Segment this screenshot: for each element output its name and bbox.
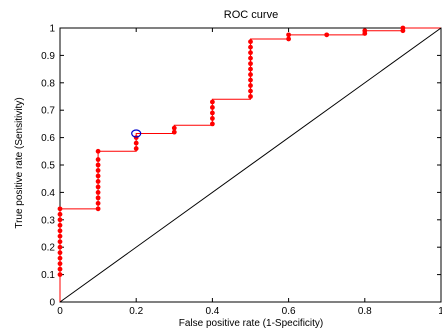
y-tick-label: 0.2: [41, 243, 55, 254]
y-tick-label: 0.1: [41, 270, 55, 281]
roc-point: [58, 239, 63, 244]
roc-point: [210, 105, 215, 110]
roc-point: [58, 223, 63, 228]
roc-point: [96, 185, 101, 190]
roc-point: [58, 261, 63, 266]
roc-point: [58, 228, 63, 233]
y-tick-label: 1: [49, 24, 55, 35]
roc-point: [58, 206, 63, 211]
roc-point: [248, 89, 253, 94]
y-tick-label: 0: [49, 298, 55, 309]
roc-point: [248, 39, 253, 44]
roc-point: [248, 94, 253, 99]
roc-point: [248, 56, 253, 61]
plot-area: 0 0.2 0.4 0.6 0.8 1 0 0.1 0.2 0.3 0.4 0.5 0.6 0.7 0.8 0…: [41, 24, 442, 318]
roc-point: [96, 163, 101, 168]
roc-point: [210, 111, 215, 116]
roc-point: [96, 195, 101, 200]
roc-point: [248, 61, 253, 66]
roc-point: [286, 32, 291, 37]
x-tick-label: 1: [438, 306, 442, 317]
y-axis-label: True positive rate (Sensitivity): [14, 97, 25, 228]
roc-point: [134, 146, 139, 151]
y-tick-label: 0.6: [41, 133, 55, 144]
chart-title: ROC curve: [224, 9, 278, 21]
y-tick-label: 0.3: [41, 215, 55, 226]
x-axis-label: False positive rate (1-Specificity): [179, 318, 324, 329]
roc-point: [58, 245, 63, 250]
roc-point: [248, 72, 253, 77]
roc-point: [286, 37, 291, 42]
roc-point: [58, 250, 63, 255]
x-tick-label: 0.4: [205, 306, 219, 317]
roc-point: [172, 130, 177, 135]
roc-point: [96, 174, 101, 179]
x-tick-label: 0.6: [282, 306, 296, 317]
roc-point: [96, 179, 101, 184]
roc-point: [248, 83, 253, 88]
roc-point: [210, 122, 215, 127]
roc-point: [248, 45, 253, 50]
roc-point: [96, 149, 101, 154]
x-tick-label: 0: [57, 306, 63, 317]
roc-point: [324, 32, 329, 37]
y-tick-label: 0.4: [41, 188, 55, 199]
roc-point: [58, 272, 63, 277]
roc-point: [248, 78, 253, 83]
roc-point: [134, 135, 139, 140]
roc-point: [58, 234, 63, 239]
roc-point: [248, 67, 253, 72]
roc-point: [96, 157, 101, 162]
roc-point: [96, 190, 101, 195]
roc-point: [172, 126, 177, 131]
roc-point: [96, 168, 101, 173]
y-tick-label: 0.9: [41, 51, 55, 62]
roc-point: [96, 206, 101, 211]
y-tick-label: 0.8: [41, 78, 55, 89]
y-tick-label: 0.5: [41, 161, 55, 172]
roc-point: [58, 217, 63, 222]
roc-point: [58, 212, 63, 217]
roc-point: [58, 267, 63, 272]
roc-point: [362, 28, 367, 33]
roc-point: [134, 141, 139, 146]
x-tick-label: 0.8: [358, 306, 372, 317]
x-tick-label: 0.2: [129, 306, 143, 317]
y-tick-label: 0.7: [41, 106, 55, 117]
roc-point: [58, 256, 63, 261]
roc-point: [210, 100, 215, 105]
roc-point: [401, 26, 406, 31]
roc-point: [96, 201, 101, 206]
roc-point: [210, 116, 215, 121]
roc-point: [248, 50, 253, 55]
